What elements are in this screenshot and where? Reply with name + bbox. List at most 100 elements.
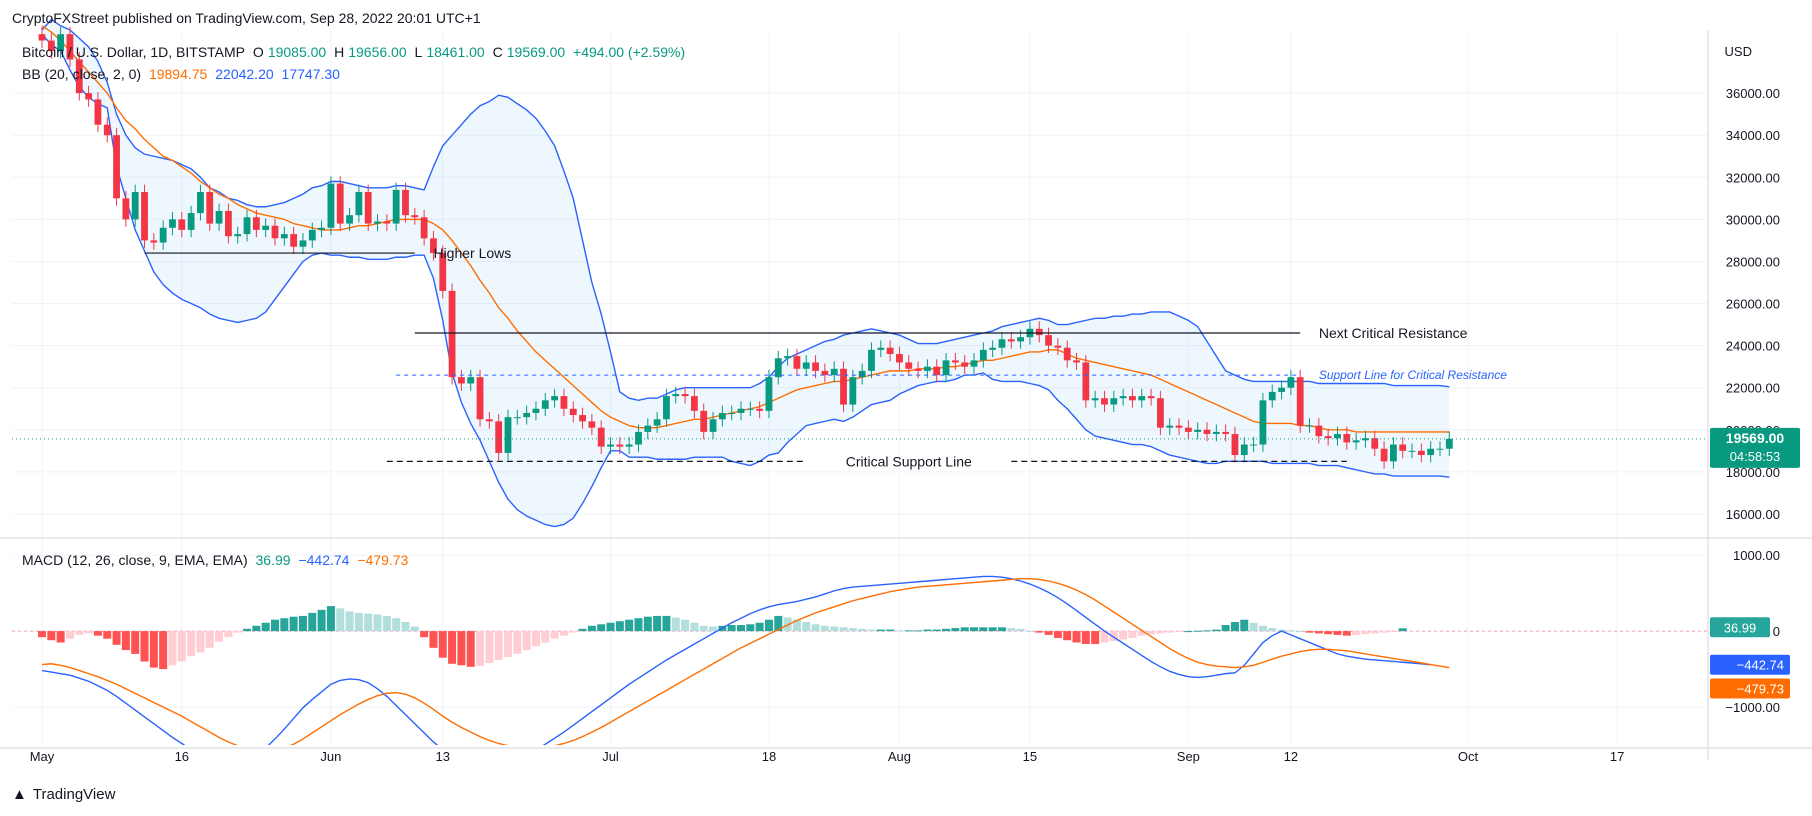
macd-line-badge [1710,654,1790,675]
candle-body [1119,396,1127,399]
candle-body [1352,440,1360,443]
time-tick-label: Jul [602,749,619,764]
price-tick-label: 24000.00 [1726,339,1780,354]
candle-body [774,358,782,378]
candle-body [737,408,745,413]
macd-histogram-bar [1389,631,1398,633]
candle-body [411,215,419,218]
candle-body [560,396,568,409]
candle-body [607,444,614,447]
publisher-line: CryptoFXStreet published on TradingView.… [12,10,481,26]
macd-histogram-bar [1119,631,1128,640]
symbol-title[interactable]: Bitcoin / U.S. Dollar, 1D, BITSTAMP [22,44,246,60]
macd-histogram-bar [662,615,671,632]
macd-histogram-bar [820,625,829,632]
macd-signal-badge-text: −479.73 [1737,682,1784,697]
bb-title[interactable]: BB (20, close, 2, 0) [22,66,142,82]
candle-body [150,240,158,243]
macd-histogram-bar [1268,628,1277,632]
time-tick-label: 18 [762,749,776,764]
macd-histogram-bar [1137,631,1146,636]
candle-body [691,396,698,411]
candle-body [346,215,353,224]
candle-body [159,227,167,243]
macd-histogram-bar [1314,631,1323,634]
candle-body [271,225,279,239]
candle-body [1017,337,1024,342]
macd-histogram-bar [737,625,745,632]
candle-body [1268,391,1276,401]
candle-body [225,210,232,237]
macd-histogram-bar [923,629,932,632]
candle-body [75,59,83,94]
macd-histogram-bar [149,631,158,668]
macd-signal-value: −479.73 [357,552,409,568]
macd-histogram-bar [252,625,261,632]
macd-histogram-bar [960,627,969,632]
candle-body [513,417,521,419]
candle-body [532,408,540,413]
macd-histogram-bar [1081,631,1090,645]
candle-body [374,221,381,224]
macd-histogram-bar [354,612,363,632]
macd-histogram-bar [196,631,205,653]
macd-histogram-bar [914,630,923,632]
macd-histogram-bar [75,631,84,635]
candle-body [579,415,586,422]
bb-legend: BB (20, close, 2, 0) 19894.75 22042.20 1… [22,66,344,82]
candle-body [318,227,325,230]
candle-body [476,377,484,420]
macd-histogram-bar [942,628,951,632]
macd-line-badge-text: −442.74 [1737,658,1784,673]
candle-body [495,421,503,453]
candle-body [485,419,493,422]
candle-body [467,377,475,384]
candle-body [355,192,363,216]
macd-histogram-bar [485,631,494,663]
time-tick-label: Jun [320,749,341,764]
macd-histogram-bar [205,631,214,648]
macd-histogram-bar [1072,631,1081,643]
candle-body [951,360,959,363]
candle-body [38,34,46,41]
candle-body [812,362,819,371]
macd-histogram-bar [38,631,46,638]
macd-histogram-bar [336,608,345,632]
candle-body [1110,398,1118,405]
candle-body [569,408,577,416]
macd-histogram-bar [298,615,307,632]
high-value: 19656.00 [348,44,407,60]
candle-body [830,368,838,376]
candle-body [793,356,801,369]
candle-body [504,417,512,453]
macd-histogram-bar [289,616,298,632]
candle-body [1194,429,1202,432]
currency-label: USD [1725,44,1752,59]
candle-body [1259,400,1267,445]
candle-body [1073,360,1080,363]
price-tick-label: 30000.00 [1726,212,1780,227]
macd-histogram-bar [1025,631,1034,633]
macd-line [41,575,1431,745]
macd-title[interactable]: MACD (12, 26, close, 9, EMA, EMA) [22,552,248,568]
macd-histogram-bar [774,615,783,632]
macd-histogram-bar [988,627,997,632]
tradingview-logo[interactable]: ▲ TradingView [12,786,116,803]
macd-histogram-bar [830,626,839,632]
macd-histogram-bar [382,615,391,632]
candle-body [1138,396,1146,401]
candle-body [141,192,148,241]
candle-body [1445,438,1453,449]
countdown-value: 04:58:53 [1730,449,1781,464]
macd-hist-badge-text: 36.99 [1724,620,1757,635]
macd-histogram-bar [1370,631,1379,634]
grid [0,30,1812,760]
candle-body [1390,444,1397,462]
macd-histogram-bar [65,631,74,639]
macd-histogram-bar [867,629,876,632]
candle-body [541,400,549,409]
macd-histogram-bar [56,631,65,643]
low-value: 18461.00 [426,44,485,60]
macd-histogram-bar [755,622,764,632]
